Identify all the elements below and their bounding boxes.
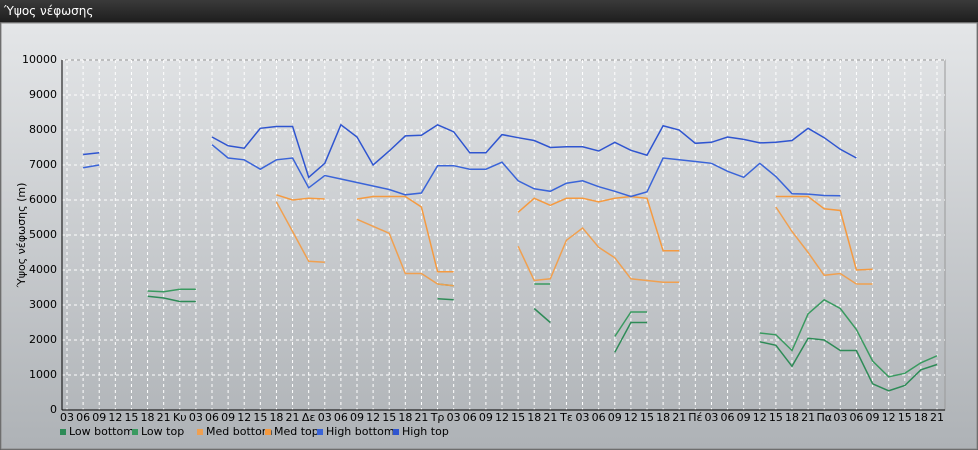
x-tick-label: 03 xyxy=(60,411,74,424)
x-tick-label: 18 xyxy=(527,411,541,424)
y-tick-label: 7000 xyxy=(29,158,57,171)
y-tick-label: 3000 xyxy=(29,298,57,311)
x-tick-label: 15 xyxy=(511,411,525,424)
legend-label: High top xyxy=(402,425,449,438)
x-tick-label: 06 xyxy=(205,411,219,424)
x-tick-label: 09 xyxy=(866,411,880,424)
x-tick-label: 15 xyxy=(769,411,783,424)
x-tick-label: 03 xyxy=(189,411,203,424)
x-tick-label: 09 xyxy=(737,411,751,424)
x-tick-label: Δε xyxy=(302,411,316,424)
x-tick-label: 21 xyxy=(930,411,944,424)
x-tick-label: 12 xyxy=(753,411,767,424)
legend-label: Med bottom xyxy=(206,425,273,438)
legend-swatch xyxy=(132,429,138,435)
x-tick-label: 03 xyxy=(447,411,461,424)
x-tick-label: 09 xyxy=(221,411,235,424)
x-tick-label: 18 xyxy=(141,411,155,424)
x-tick-label: 21 xyxy=(543,411,557,424)
legend-label: Low top xyxy=(141,425,184,438)
legend-swatch xyxy=(60,429,66,435)
y-tick-label: 1000 xyxy=(29,368,57,381)
x-tick-label: 15 xyxy=(253,411,267,424)
y-tick-label: 8000 xyxy=(29,123,57,136)
x-tick-label: 12 xyxy=(624,411,638,424)
x-tick-label: 03 xyxy=(576,411,590,424)
x-tick-label: 06 xyxy=(463,411,477,424)
y-tick-label: 5000 xyxy=(29,228,57,241)
x-tick-label: 06 xyxy=(721,411,735,424)
x-tick-label: 06 xyxy=(76,411,90,424)
x-tick-label: Τε xyxy=(559,411,573,424)
x-tick-label: 09 xyxy=(350,411,364,424)
x-tick-label: 09 xyxy=(608,411,622,424)
legend-swatch xyxy=(265,429,271,435)
x-tick-label: 21 xyxy=(414,411,428,424)
x-tick-label: 09 xyxy=(92,411,106,424)
y-tick-label: 10000 xyxy=(22,53,57,66)
x-tick-label: 03 xyxy=(318,411,332,424)
x-tick-label: 21 xyxy=(157,411,171,424)
x-tick-label: 06 xyxy=(592,411,606,424)
chart: Ύψος νέφωσης (m) 0 1000 2000 3000 4000 5000 60… xyxy=(0,22,978,450)
x-tick-label: 12 xyxy=(237,411,251,424)
x-tick-label: 03 xyxy=(704,411,718,424)
x-tick-label: 15 xyxy=(382,411,396,424)
x-tick-label: 12 xyxy=(882,411,896,424)
legend-label: Med top xyxy=(274,425,319,438)
x-tick-label: 21 xyxy=(801,411,815,424)
y-tick-label: 0 xyxy=(50,403,57,416)
x-tick-label: 21 xyxy=(286,411,300,424)
title-bar: Ύψος νέφωσης xyxy=(0,0,978,22)
x-tick-label: Πέ xyxy=(688,411,702,424)
x-tick-label: 21 xyxy=(672,411,686,424)
x-tick-label: 09 xyxy=(479,411,493,424)
x-tick-label: 06 xyxy=(849,411,863,424)
x-tick-label: 03 xyxy=(833,411,847,424)
y-tick-label: 9000 xyxy=(29,88,57,101)
x-tick-label: 06 xyxy=(334,411,348,424)
legend-label: Low bottom xyxy=(69,425,134,438)
x-tick-label: 18 xyxy=(398,411,412,424)
x-tick-label: 12 xyxy=(366,411,380,424)
x-tick-label: Τρ xyxy=(430,411,445,424)
series-line xyxy=(82,144,841,198)
x-tick-label: Πα xyxy=(816,411,832,424)
legend-swatch xyxy=(197,429,203,435)
legend-swatch xyxy=(317,429,323,435)
x-tick-label: 15 xyxy=(124,411,138,424)
series-line xyxy=(275,201,873,287)
x-tick-label: 18 xyxy=(785,411,799,424)
legend-label: High bottom xyxy=(326,425,395,438)
y-axis-label: Ύψος νέφωσης (m) xyxy=(15,183,28,289)
y-tick-label: 6000 xyxy=(29,193,57,206)
x-tick-label: 15 xyxy=(640,411,654,424)
x-tick-label: 18 xyxy=(656,411,670,424)
x-tick-label: Κυ xyxy=(173,411,187,424)
series-line xyxy=(276,194,873,273)
y-tick-label: 2000 xyxy=(29,333,57,346)
y-tick-label: 4000 xyxy=(29,263,57,276)
x-tick-label: 15 xyxy=(898,411,912,424)
legend-swatch xyxy=(393,429,399,435)
x-tick-label: 12 xyxy=(108,411,122,424)
x-tick-label: 18 xyxy=(914,411,928,424)
series-line xyxy=(147,295,938,392)
x-tick-label: 12 xyxy=(495,411,509,424)
series-line xyxy=(83,123,857,179)
x-tick-label: 18 xyxy=(269,411,283,424)
